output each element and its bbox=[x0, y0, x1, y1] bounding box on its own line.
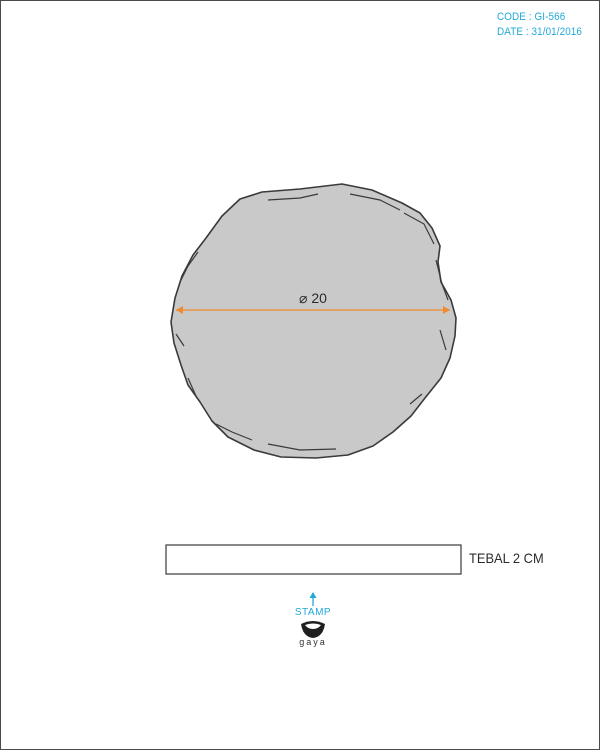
diameter-label: ⌀ 20 bbox=[299, 290, 327, 306]
drawing-meta: CODE : GI-566 DATE : 31/01/2016 bbox=[497, 10, 587, 40]
arrow-right-icon bbox=[443, 306, 450, 314]
stone-top-view bbox=[170, 183, 457, 459]
stone-edge-texture bbox=[175, 193, 449, 451]
stone-side-view bbox=[165, 544, 462, 575]
arrow-up-icon bbox=[309, 592, 317, 606]
gaya-logo-icon bbox=[301, 621, 325, 638]
brand-wordmark: gaya bbox=[299, 637, 327, 647]
product-code: CODE : GI-566 bbox=[497, 11, 566, 23]
diameter-dimension bbox=[176, 306, 450, 314]
arrow-left-icon bbox=[176, 306, 183, 314]
drawing-date: DATE : 31/01/2016 bbox=[497, 26, 583, 38]
stamp-label: STAMP bbox=[294, 607, 332, 618]
thickness-label: TEBAL 2 CM bbox=[469, 550, 544, 566]
